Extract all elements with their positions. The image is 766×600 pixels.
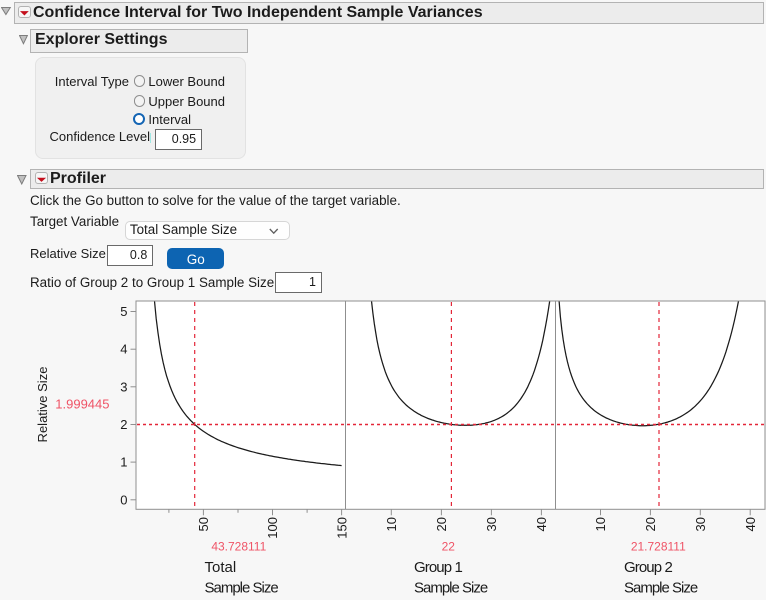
svg-text:30: 30 bbox=[693, 517, 708, 531]
svg-text:2: 2 bbox=[120, 417, 127, 432]
svg-text:10: 10 bbox=[384, 517, 399, 531]
svg-text:150: 150 bbox=[334, 517, 349, 539]
svg-text:Total: Total bbox=[205, 559, 237, 576]
svg-text:10: 10 bbox=[593, 517, 608, 531]
svg-text:40: 40 bbox=[743, 517, 758, 531]
svg-text:22: 22 bbox=[442, 540, 456, 554]
svg-text:43.728111: 43.728111 bbox=[211, 540, 266, 554]
svg-text:Sample Size: Sample Size bbox=[414, 580, 488, 597]
svg-text:1: 1 bbox=[120, 455, 127, 470]
svg-text:0: 0 bbox=[120, 492, 127, 507]
svg-text:3: 3 bbox=[120, 379, 127, 394]
svg-text:40: 40 bbox=[534, 517, 549, 531]
svg-text:Group 2: Group 2 bbox=[624, 559, 672, 576]
svg-text:Group 1: Group 1 bbox=[414, 559, 462, 576]
svg-text:100: 100 bbox=[265, 517, 280, 539]
svg-text:50: 50 bbox=[196, 517, 211, 531]
svg-text:4: 4 bbox=[120, 342, 127, 357]
svg-text:21.728111: 21.728111 bbox=[631, 540, 686, 554]
svg-text:5: 5 bbox=[120, 304, 127, 319]
svg-text:20: 20 bbox=[434, 517, 449, 531]
svg-text:Relative Size: Relative Size bbox=[35, 367, 50, 443]
svg-text:Sample Size: Sample Size bbox=[205, 580, 279, 597]
svg-text:30: 30 bbox=[484, 517, 499, 531]
svg-text:Sample Size: Sample Size bbox=[624, 580, 698, 597]
svg-text:1.999445: 1.999445 bbox=[55, 397, 109, 412]
svg-text:20: 20 bbox=[643, 517, 658, 531]
